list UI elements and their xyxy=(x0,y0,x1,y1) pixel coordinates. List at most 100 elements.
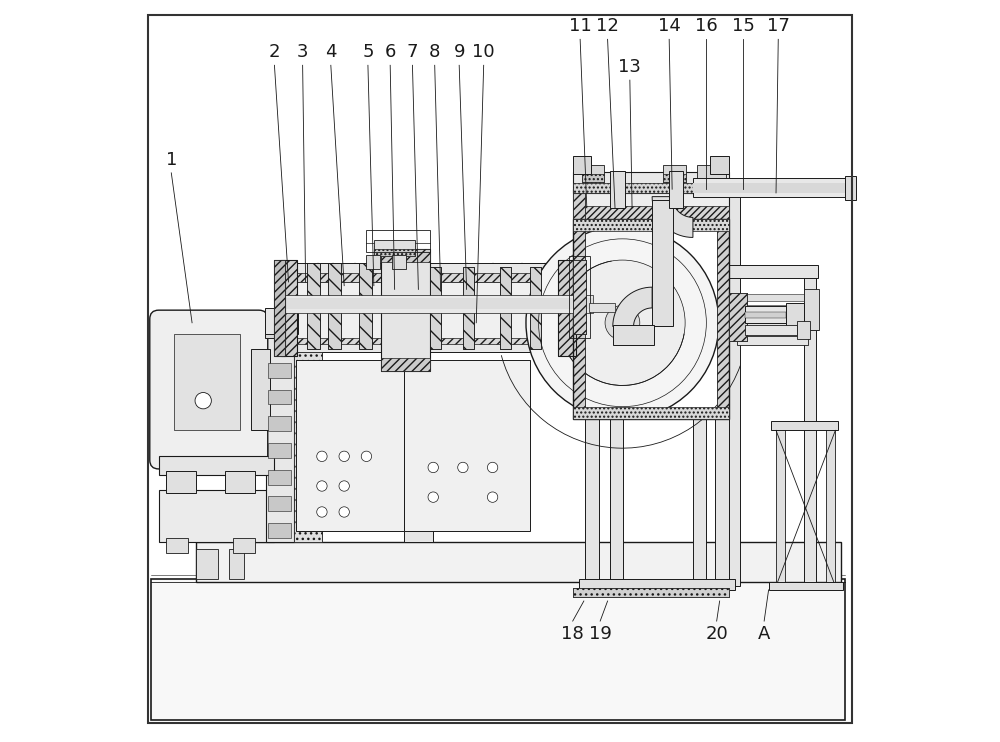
Bar xyxy=(729,293,747,341)
Bar xyxy=(710,156,729,174)
Bar xyxy=(715,419,729,582)
Bar xyxy=(729,318,818,330)
Bar xyxy=(196,549,218,579)
Bar xyxy=(845,176,856,200)
Bar xyxy=(229,549,244,579)
Bar xyxy=(404,371,433,542)
Bar xyxy=(717,219,729,419)
Bar xyxy=(359,263,372,349)
Bar xyxy=(268,470,291,485)
Bar xyxy=(826,427,835,586)
Bar xyxy=(717,219,729,419)
Bar xyxy=(786,303,804,326)
Text: 14: 14 xyxy=(658,17,681,35)
Bar xyxy=(610,171,625,208)
Polygon shape xyxy=(652,197,693,237)
Bar xyxy=(328,263,341,349)
Bar xyxy=(663,174,686,182)
Circle shape xyxy=(526,226,719,419)
Bar xyxy=(804,289,819,330)
Bar xyxy=(500,267,511,349)
Bar xyxy=(151,579,845,720)
Text: 15: 15 xyxy=(732,17,755,35)
Bar xyxy=(582,165,604,182)
Bar xyxy=(281,295,593,313)
Bar xyxy=(225,471,255,493)
Bar xyxy=(392,255,406,269)
Bar xyxy=(294,334,561,352)
Circle shape xyxy=(317,451,327,462)
Bar xyxy=(573,219,729,419)
Circle shape xyxy=(339,481,349,491)
Text: 6: 6 xyxy=(384,43,396,61)
Bar xyxy=(693,183,849,193)
Bar xyxy=(328,263,341,349)
Bar xyxy=(381,358,430,371)
Circle shape xyxy=(458,462,468,473)
Text: 19: 19 xyxy=(589,626,612,643)
Bar xyxy=(268,363,291,378)
Polygon shape xyxy=(613,287,652,326)
Bar xyxy=(268,496,291,511)
Bar xyxy=(573,588,729,597)
Circle shape xyxy=(361,451,372,462)
Bar xyxy=(769,582,843,590)
Bar xyxy=(573,189,585,419)
Bar xyxy=(159,490,274,542)
Bar xyxy=(294,273,561,282)
Bar xyxy=(281,260,297,356)
Bar xyxy=(266,334,294,542)
Bar xyxy=(381,249,430,262)
Bar xyxy=(392,263,406,349)
Bar xyxy=(569,256,590,338)
Bar xyxy=(294,263,561,282)
Bar xyxy=(579,579,735,590)
Bar xyxy=(294,282,561,338)
Circle shape xyxy=(317,481,327,491)
Bar xyxy=(573,172,729,193)
Bar xyxy=(741,294,804,301)
Bar xyxy=(776,427,785,586)
Bar xyxy=(745,325,797,335)
Bar xyxy=(381,249,430,371)
Bar xyxy=(404,360,530,531)
Text: 12: 12 xyxy=(596,17,619,35)
Bar xyxy=(652,200,673,326)
Bar xyxy=(669,171,683,208)
Circle shape xyxy=(428,462,438,473)
Bar xyxy=(430,267,441,349)
Bar xyxy=(745,306,786,323)
Text: 18: 18 xyxy=(561,626,584,643)
Text: 9: 9 xyxy=(453,43,465,61)
Bar xyxy=(463,267,474,349)
Bar xyxy=(745,312,786,318)
Bar xyxy=(613,325,654,345)
Bar xyxy=(610,419,623,582)
Bar xyxy=(582,174,604,182)
Bar xyxy=(265,319,297,338)
Bar xyxy=(530,267,541,349)
Bar xyxy=(274,260,285,356)
Bar xyxy=(573,219,729,231)
Bar xyxy=(573,260,586,334)
Bar xyxy=(771,421,838,430)
Bar xyxy=(573,260,586,334)
Bar xyxy=(797,321,810,339)
Bar xyxy=(274,260,285,356)
Circle shape xyxy=(487,462,498,473)
Bar xyxy=(573,189,729,219)
Bar xyxy=(265,308,298,334)
Text: 5: 5 xyxy=(362,43,374,61)
Bar xyxy=(281,260,297,356)
Text: 7: 7 xyxy=(407,43,418,61)
Text: 16: 16 xyxy=(695,17,718,35)
Text: 1: 1 xyxy=(166,151,177,168)
Circle shape xyxy=(339,507,349,517)
Bar xyxy=(737,336,808,345)
Bar xyxy=(251,349,270,430)
Bar xyxy=(374,249,415,256)
Circle shape xyxy=(428,492,438,502)
Bar xyxy=(294,352,322,542)
Bar xyxy=(500,267,511,349)
Text: 3: 3 xyxy=(297,43,308,61)
